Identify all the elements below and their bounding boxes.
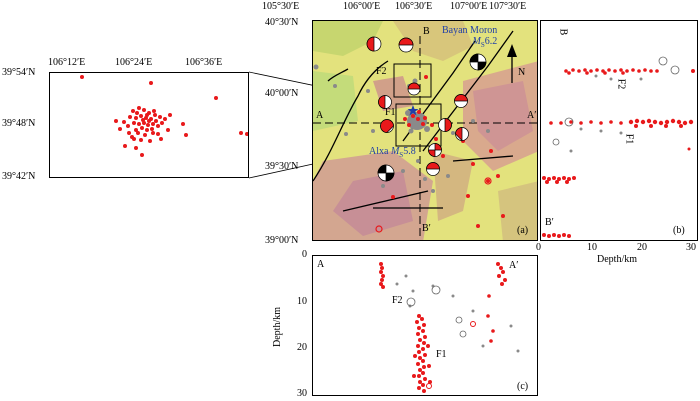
event1-mag-prefix: M — [472, 36, 481, 47]
inset-map — [49, 72, 249, 178]
inset-lat-tick-1: 39°54′N — [2, 67, 36, 78]
event1-name: Bayan Moron — [442, 25, 498, 36]
panel-label-a: (a) — [517, 225, 529, 236]
section-b-x-tick-0: 0 — [536, 242, 541, 253]
main-lon-tick-5: 107°30′E — [489, 1, 527, 12]
fault-label-f2: F2 — [376, 66, 387, 77]
event2-mag-sub: S — [399, 151, 404, 159]
section-c-y-tick-20: 20 — [297, 342, 307, 353]
main-lon-tick-1: 105°30′E — [262, 1, 300, 12]
main-map-canvas — [313, 21, 537, 240]
inset-lat-tick-3: 39°42′N — [2, 171, 36, 182]
section-b-x-tick-20: 20 — [637, 242, 647, 253]
section-c-canvas — [379, 262, 520, 393]
inset-lon-tick-3: 106°36′E — [185, 57, 223, 68]
event1-mag-value: 6.2 — [484, 36, 498, 47]
section-c-right-label: A′ — [509, 260, 519, 271]
profile-label-b: B — [423, 26, 430, 37]
section-c-y-tick-0: 0 — [302, 249, 307, 260]
section-c-y-tick-30: 30 — [297, 388, 307, 399]
event1-mag-sub: S — [480, 41, 485, 49]
inset-lon-tick-1: 106°12′E — [48, 57, 86, 68]
section-b-f2-label: F2 — [615, 78, 627, 90]
event2-mag-prefix: M — [390, 146, 400, 157]
section-b: B F2 F1 B′ (b) — [540, 20, 698, 241]
inset-quake-layer — [80, 75, 248, 157]
fault-label-f1: F1 — [385, 107, 396, 118]
main-lat-tick-4: 39°00′N — [265, 235, 299, 246]
profile-label-a-prime: A′ — [527, 110, 537, 121]
section-c-f2-label: F2 — [392, 295, 403, 306]
north-label: N — [518, 67, 526, 78]
section-c-y-label: Depth/km — [272, 307, 283, 347]
section-b-top-label: B — [557, 28, 569, 36]
section-b-x-tick-30: 30 — [686, 242, 696, 253]
main-lon-tick-2: 106°00′E — [343, 1, 381, 12]
section-b-canvas — [542, 56, 695, 238]
section-c-y-tick-10: 10 — [297, 296, 307, 307]
event2-name: Alxa — [369, 146, 389, 157]
section-c: A A′ F2 F1 (c) — [312, 255, 538, 396]
panel-label-b: (b) — [673, 225, 685, 236]
section-b-x-tick-10: 10 — [587, 242, 597, 253]
section-c-f1-label: F1 — [436, 349, 447, 360]
main-lat-tick-1: 40°30′N — [265, 17, 299, 28]
main-lat-tick-3: 39°30′N — [265, 161, 299, 172]
event2-mag-value: 5.8 — [403, 146, 416, 157]
main-map: N A A′ B B′ F2 F1 Bayan Moron MS6.2 Alxa… — [312, 20, 538, 241]
main-lon-tick-4: 107°00′E — [450, 1, 488, 12]
event-label-bayan-moron: Bayan Moron MS6.2 — [442, 25, 497, 50]
main-lon-tick-3: 106°30′E — [395, 1, 433, 12]
event-label-alxa: Alxa MS5.8 — [369, 147, 416, 159]
section-b-bottom-label: B′ — [545, 217, 554, 228]
main-lat-tick-2: 40°00′N — [265, 88, 299, 99]
section-c-left-label: A — [317, 259, 325, 270]
section-b-x-label: Depth/km — [597, 254, 637, 265]
inset-lon-tick-2: 106°24′E — [115, 57, 153, 68]
inset-lat-tick-2: 39°48′N — [2, 118, 36, 129]
profile-label-a: A — [316, 110, 324, 121]
section-b-f1-label: F1 — [623, 133, 635, 145]
panel-label-c: (c) — [517, 381, 529, 392]
profile-label-b-prime: B′ — [422, 223, 431, 234]
